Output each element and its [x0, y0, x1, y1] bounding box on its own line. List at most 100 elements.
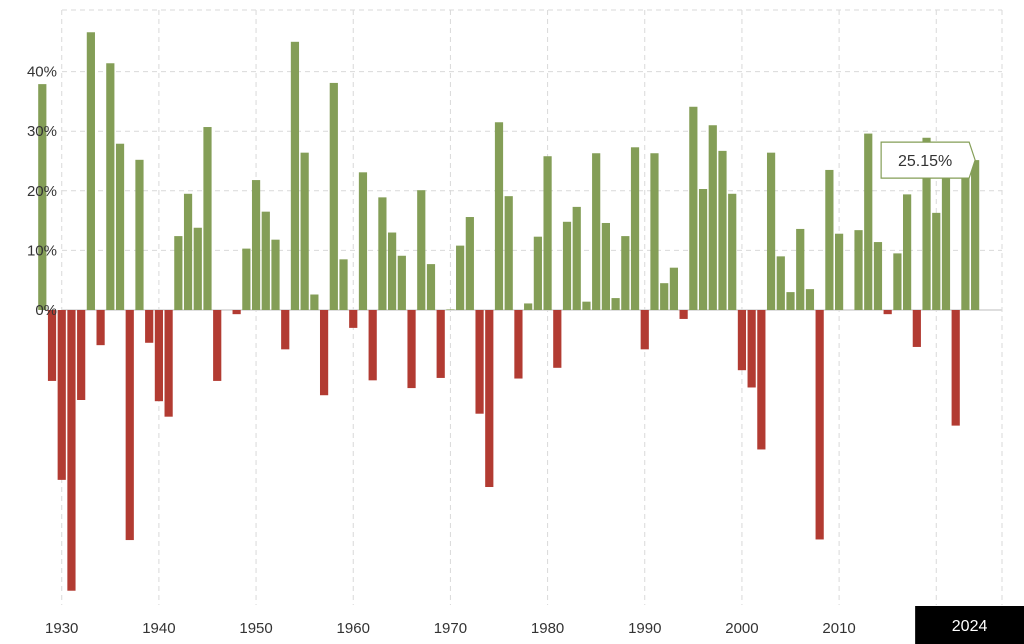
bar-1998[interactable]	[718, 150, 727, 310]
bar-1949[interactable]	[242, 248, 251, 310]
bar-2000[interactable]	[737, 310, 747, 371]
bar-1951[interactable]	[261, 211, 270, 310]
bar-1928[interactable]	[38, 84, 47, 311]
bar-2007[interactable]	[805, 289, 815, 310]
bar-2008[interactable]	[815, 310, 824, 540]
bar-1988[interactable]	[621, 236, 630, 310]
bar-1994[interactable]	[679, 310, 688, 319]
bar-1968[interactable]	[426, 264, 436, 310]
bar-2001[interactable]	[747, 310, 756, 388]
bar-2003[interactable]	[766, 152, 776, 310]
bar-1959[interactable]	[339, 259, 348, 310]
bar-2013[interactable]	[864, 133, 873, 310]
bar-2010[interactable]	[834, 233, 844, 310]
x-tick-label: 2010	[822, 620, 855, 637]
bar-1979[interactable]	[533, 236, 542, 310]
bar-2015[interactable]	[883, 310, 892, 315]
bar-1967[interactable]	[417, 190, 426, 310]
bar-1940[interactable]	[154, 310, 163, 402]
bar-1941[interactable]	[164, 310, 173, 417]
bar-1953[interactable]	[281, 310, 290, 350]
bar-1939[interactable]	[145, 310, 154, 343]
bar-1955[interactable]	[300, 152, 309, 310]
bar-1996[interactable]	[698, 189, 708, 310]
bar-1932[interactable]	[77, 310, 86, 400]
bar-1989[interactable]	[630, 147, 640, 310]
bar-2018[interactable]	[912, 310, 921, 347]
bar-1934[interactable]	[96, 310, 105, 346]
bar-1991[interactable]	[650, 153, 659, 310]
bar-1946[interactable]	[213, 310, 222, 381]
x-tick-label: 1960	[337, 620, 370, 637]
bar-1999[interactable]	[728, 193, 737, 310]
bar-2019[interactable]	[922, 137, 931, 310]
bar-1970[interactable]	[446, 309, 455, 310]
bar-1930[interactable]	[57, 310, 66, 480]
bar-1950[interactable]	[251, 180, 261, 310]
bar-2021[interactable]	[941, 149, 951, 310]
bar-1990[interactable]	[640, 310, 649, 350]
bar-1992[interactable]	[660, 283, 669, 310]
bar-1962[interactable]	[368, 310, 377, 381]
bar-1954[interactable]	[290, 41, 300, 311]
bar-2009[interactable]	[825, 169, 834, 310]
bar-1993[interactable]	[669, 267, 678, 310]
bar-2004[interactable]	[776, 256, 785, 310]
bar-1980[interactable]	[543, 156, 552, 310]
bar-1984[interactable]	[582, 301, 591, 310]
highlight-year-label: 2024	[952, 618, 988, 635]
bar-1985[interactable]	[592, 153, 601, 310]
bar-1975[interactable]	[494, 122, 504, 310]
bar-1965[interactable]	[397, 255, 406, 310]
bar-1961[interactable]	[358, 172, 368, 310]
bar-1944[interactable]	[193, 227, 202, 310]
bar-1936[interactable]	[115, 143, 125, 310]
bar-2006[interactable]	[796, 228, 805, 310]
bar-1974[interactable]	[485, 310, 494, 488]
bar-1973[interactable]	[475, 310, 484, 414]
bar-1987[interactable]	[611, 298, 620, 310]
bar-1964[interactable]	[388, 232, 397, 310]
bar-1956[interactable]	[310, 294, 319, 311]
bar-1942[interactable]	[174, 236, 183, 310]
bar-2014[interactable]	[873, 242, 883, 310]
bar-1958[interactable]	[329, 82, 338, 310]
bar-1981[interactable]	[553, 310, 562, 368]
bar-2017[interactable]	[903, 194, 912, 310]
bar-1935[interactable]	[106, 63, 115, 311]
bar-1969[interactable]	[436, 310, 445, 378]
bar-2020[interactable]	[932, 212, 941, 310]
bar-1983[interactable]	[572, 206, 581, 310]
bar-2005[interactable]	[786, 292, 795, 310]
bar-1948[interactable]	[232, 310, 241, 315]
bar-1966[interactable]	[407, 310, 416, 389]
bar-1977[interactable]	[514, 310, 523, 379]
bar-2024[interactable]	[971, 160, 980, 310]
bar-1982[interactable]	[562, 221, 572, 310]
bar-1943[interactable]	[183, 193, 193, 310]
bar-2022[interactable]	[951, 310, 960, 426]
bar-1963[interactable]	[378, 197, 387, 310]
bar-1929[interactable]	[47, 310, 57, 381]
bar-1971[interactable]	[456, 245, 465, 310]
bar-2023[interactable]	[961, 165, 970, 310]
bar-1978[interactable]	[524, 303, 533, 310]
y-axis-labels: 0% 10% 20% 30% 40%	[27, 64, 57, 319]
bar-1933[interactable]	[86, 32, 95, 310]
bar-1952[interactable]	[271, 239, 280, 310]
bar-1945[interactable]	[203, 127, 212, 310]
bar-1931[interactable]	[67, 310, 76, 591]
bar-2012[interactable]	[854, 230, 863, 310]
bar-1957[interactable]	[319, 310, 329, 396]
bar-1997[interactable]	[708, 125, 717, 311]
highlight-year: 2024	[915, 606, 1024, 644]
bar-2002[interactable]	[757, 310, 766, 450]
bar-1937[interactable]	[125, 310, 134, 541]
bar-1972[interactable]	[465, 217, 474, 310]
bar-1976[interactable]	[504, 196, 513, 310]
bar-1938[interactable]	[135, 159, 144, 310]
bar-1995[interactable]	[689, 106, 698, 310]
bar-2016[interactable]	[893, 253, 902, 310]
bar-1986[interactable]	[601, 222, 610, 310]
bar-1960[interactable]	[349, 310, 358, 328]
